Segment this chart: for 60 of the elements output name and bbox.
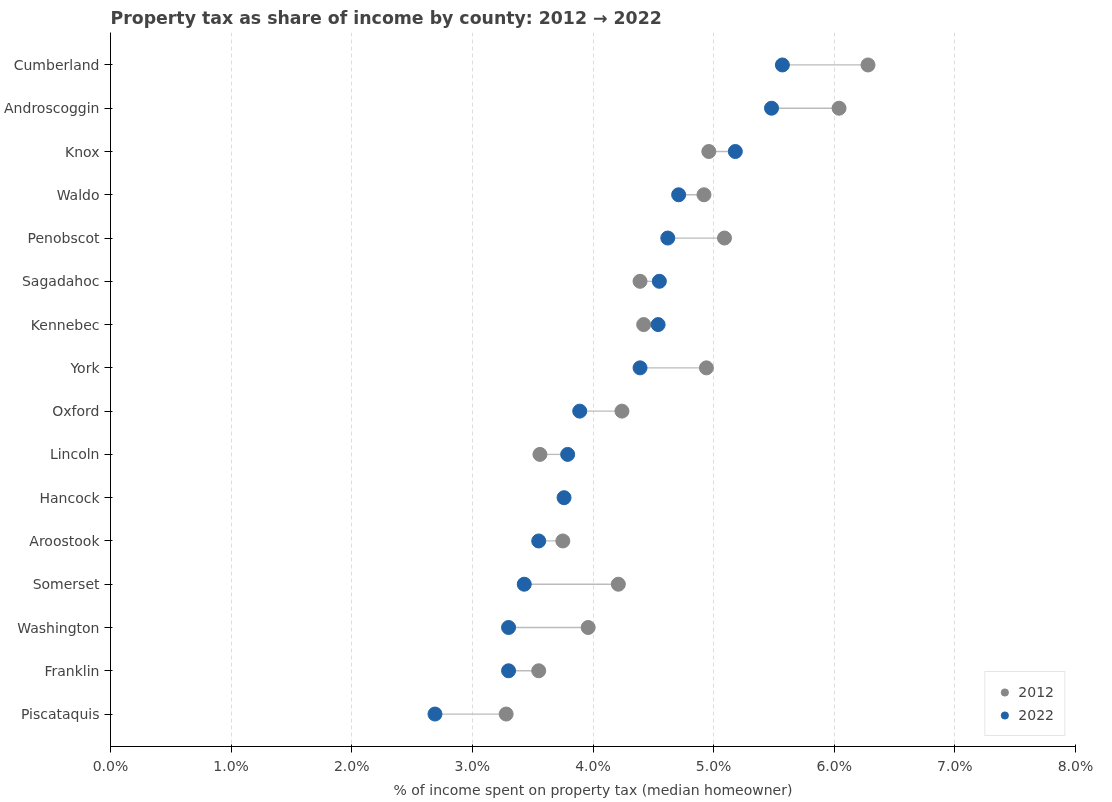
- y-tick-label: Lincoln: [49, 446, 100, 463]
- point: [671, 187, 687, 203]
- point: [764, 100, 780, 116]
- legend-label: 2012: [1018, 684, 1054, 700]
- legend-label: 2022: [1018, 707, 1054, 723]
- y-tick-label: Piscataquis: [20, 706, 100, 723]
- y-tick-label: Hancock: [39, 489, 101, 506]
- y-tick-label: Androscoggin: [4, 100, 100, 117]
- y-tick-label: Knox: [65, 143, 100, 160]
- x-tick-label: 5.0%: [695, 757, 732, 774]
- x-tick-label: 7.0%: [937, 757, 973, 774]
- point: [556, 490, 572, 506]
- point: [716, 230, 732, 246]
- y-tick-label: Waldo: [56, 186, 100, 203]
- point: [632, 360, 648, 376]
- point: [560, 446, 576, 462]
- point: [650, 317, 666, 333]
- point: [516, 576, 532, 592]
- x-tick-label: 1.0%: [213, 757, 249, 774]
- point: [580, 620, 596, 635]
- point: [531, 663, 547, 679]
- y-tick-label: Cumberland: [13, 56, 100, 73]
- point: [501, 620, 517, 635]
- point: [532, 446, 548, 462]
- x-tick-label: 2.0%: [333, 757, 370, 774]
- point: [727, 144, 743, 159]
- chart-title: Property tax as share of income by county: 2012 → 2022: [110, 7, 662, 28]
- point: [555, 533, 571, 549]
- point: [427, 706, 443, 722]
- point: [698, 360, 714, 376]
- x-tick-label: 3.0%: [454, 757, 491, 774]
- x-tick-label: 8.0%: [1057, 757, 1094, 774]
- y-tick-label: Sagadahoc: [21, 273, 100, 290]
- point: [701, 144, 717, 159]
- point: [831, 100, 847, 116]
- point: [614, 403, 630, 419]
- x-tick-label: 6.0%: [816, 757, 853, 774]
- y-tick-label: Oxford: [52, 403, 100, 420]
- point: [696, 187, 712, 203]
- y-tick-label: York: [69, 359, 101, 376]
- x-tick-label: 0.0%: [92, 757, 129, 774]
- point: [610, 576, 626, 592]
- point: [501, 663, 517, 679]
- point: [531, 533, 547, 549]
- point: [572, 403, 588, 419]
- x-axis-title: % of income spent on property tax (median homeowner): [393, 781, 793, 798]
- y-tick-label: Aroostook: [29, 532, 101, 549]
- y-tick-label: Penobscot: [27, 230, 101, 247]
- point: [660, 230, 676, 246]
- point: [498, 706, 514, 722]
- x-tick-label: 4.0%: [575, 757, 611, 774]
- point: [860, 57, 876, 73]
- point: [636, 317, 652, 333]
- y-tick-label: Kennebec: [30, 316, 100, 333]
- point: [774, 57, 790, 73]
- y-tick-label: Franklin: [44, 662, 100, 679]
- point: [632, 273, 648, 289]
- point: [651, 273, 667, 289]
- y-tick-label: Somerset: [32, 576, 101, 593]
- y-tick-label: Washington: [17, 619, 100, 636]
